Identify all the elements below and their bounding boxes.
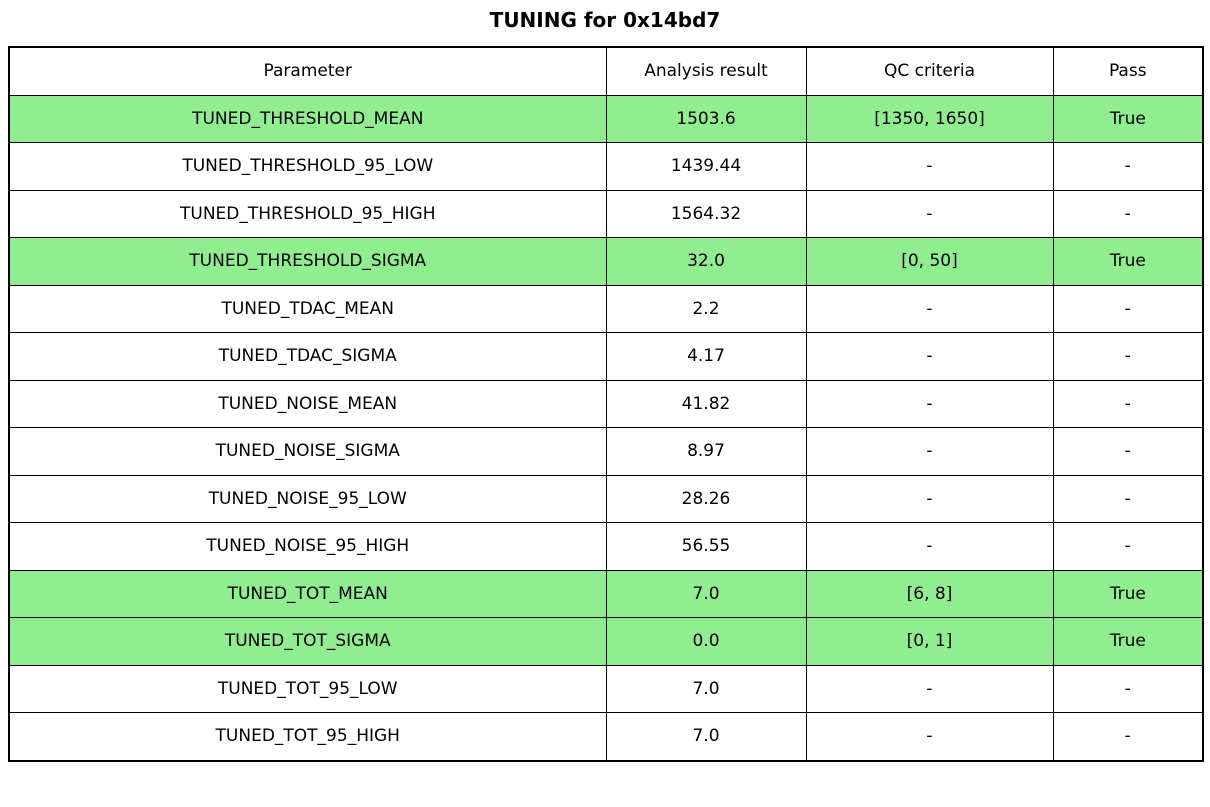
cell-pass: - — [1052, 189, 1204, 238]
cell-qc-criteria: - — [805, 427, 1054, 476]
cell-parameter: TUNED_NOISE_MEAN — [8, 379, 607, 428]
cell-pass: True — [1052, 569, 1204, 618]
cell-analysis-result: 32.0 — [605, 237, 807, 286]
cell-qc-criteria: - — [805, 522, 1054, 571]
cell-qc-criteria: - — [805, 142, 1054, 191]
table-row: TUNED_NOISE_95_LOW 28.26 - - — [8, 474, 1204, 523]
cell-parameter: TUNED_THRESHOLD_95_HIGH — [8, 189, 607, 238]
cell-qc-criteria: [0, 1] — [805, 617, 1054, 666]
cell-parameter: TUNED_THRESHOLD_SIGMA — [8, 237, 607, 286]
table-row: TUNED_TOT_MEAN 7.0 [6, 8] True — [8, 569, 1204, 618]
qc-results-table: Parameter Analysis result QC criteria Pa… — [8, 46, 1204, 762]
table-row: TUNED_NOISE_95_HIGH 56.55 - - — [8, 522, 1204, 571]
cell-pass: True — [1052, 237, 1204, 286]
cell-analysis-result: 2.2 — [605, 284, 807, 333]
cell-analysis-result: 0.0 — [605, 617, 807, 666]
cell-parameter: TUNED_TDAC_SIGMA — [8, 332, 607, 381]
cell-parameter: TUNED_NOISE_95_HIGH — [8, 522, 607, 571]
cell-qc-criteria: - — [805, 189, 1054, 238]
cell-pass: - — [1052, 332, 1204, 381]
cell-analysis-result: 7.0 — [605, 664, 807, 713]
table-row: TUNED_TDAC_MEAN 2.2 - - — [8, 284, 1204, 333]
cell-analysis-result: 1564.32 — [605, 189, 807, 238]
column-header-qc-criteria: QC criteria — [805, 46, 1054, 96]
cell-parameter: TUNED_NOISE_95_LOW — [8, 474, 607, 523]
table-row: TUNED_THRESHOLD_SIGMA 32.0 [0, 50] True — [8, 237, 1204, 286]
cell-pass: - — [1052, 664, 1204, 713]
cell-parameter: TUNED_TOT_MEAN — [8, 569, 607, 618]
table-row: TUNED_THRESHOLD_95_HIGH 1564.32 - - — [8, 189, 1204, 238]
cell-pass: - — [1052, 142, 1204, 191]
cell-pass: - — [1052, 427, 1204, 476]
cell-analysis-result: 1503.6 — [605, 94, 807, 143]
cell-analysis-result: 4.17 — [605, 332, 807, 381]
cell-analysis-result: 1439.44 — [605, 142, 807, 191]
cell-analysis-result: 7.0 — [605, 569, 807, 618]
cell-parameter: TUNED_THRESHOLD_MEAN — [8, 94, 607, 143]
table-row: TUNED_TOT_95_LOW 7.0 - - — [8, 664, 1204, 713]
cell-pass: - — [1052, 474, 1204, 523]
cell-qc-criteria: - — [805, 379, 1054, 428]
cell-parameter: TUNED_TOT_95_HIGH — [8, 712, 607, 761]
cell-parameter: TUNED_NOISE_SIGMA — [8, 427, 607, 476]
cell-analysis-result: 41.82 — [605, 379, 807, 428]
cell-pass: - — [1052, 712, 1204, 761]
cell-analysis-result: 56.55 — [605, 522, 807, 571]
cell-pass: - — [1052, 522, 1204, 571]
cell-parameter: TUNED_TDAC_MEAN — [8, 284, 607, 333]
table-row: TUNED_THRESHOLD_MEAN 1503.6 [1350, 1650]… — [8, 94, 1204, 143]
cell-analysis-result: 8.97 — [605, 427, 807, 476]
cell-qc-criteria: [1350, 1650] — [805, 94, 1054, 143]
cell-pass: - — [1052, 284, 1204, 333]
cell-qc-criteria: [6, 8] — [805, 569, 1054, 618]
table-row: TUNED_NOISE_SIGMA 8.97 - - — [8, 427, 1204, 476]
column-header-pass: Pass — [1052, 46, 1204, 96]
table-row: TUNED_THRESHOLD_95_LOW 1439.44 - - — [8, 142, 1204, 191]
figure-title: TUNING for 0x14bd7 — [489, 8, 721, 32]
cell-pass: True — [1052, 94, 1204, 143]
header-row: Parameter Analysis result QC criteria Pa… — [8, 46, 1204, 96]
cell-qc-criteria: - — [805, 664, 1054, 713]
cell-analysis-result: 7.0 — [605, 712, 807, 761]
cell-pass: True — [1052, 617, 1204, 666]
cell-analysis-result: 28.26 — [605, 474, 807, 523]
cell-parameter: TUNED_TOT_95_LOW — [8, 664, 607, 713]
cell-qc-criteria: [0, 50] — [805, 237, 1054, 286]
table-row: TUNED_TOT_95_HIGH 7.0 - - — [8, 712, 1204, 761]
table-row: TUNED_TOT_SIGMA 0.0 [0, 1] True — [8, 617, 1204, 666]
cell-qc-criteria: - — [805, 284, 1054, 333]
cell-parameter: TUNED_THRESHOLD_95_LOW — [8, 142, 607, 191]
cell-qc-criteria: - — [805, 712, 1054, 761]
column-header-parameter: Parameter — [8, 46, 607, 96]
cell-qc-criteria: - — [805, 332, 1054, 381]
table-row: TUNED_NOISE_MEAN 41.82 - - — [8, 379, 1204, 428]
cell-parameter: TUNED_TOT_SIGMA — [8, 617, 607, 666]
cell-qc-criteria: - — [805, 474, 1054, 523]
table-row: TUNED_TDAC_SIGMA 4.17 - - — [8, 332, 1204, 381]
cell-pass: - — [1052, 379, 1204, 428]
column-header-analysis-result: Analysis result — [605, 46, 807, 96]
